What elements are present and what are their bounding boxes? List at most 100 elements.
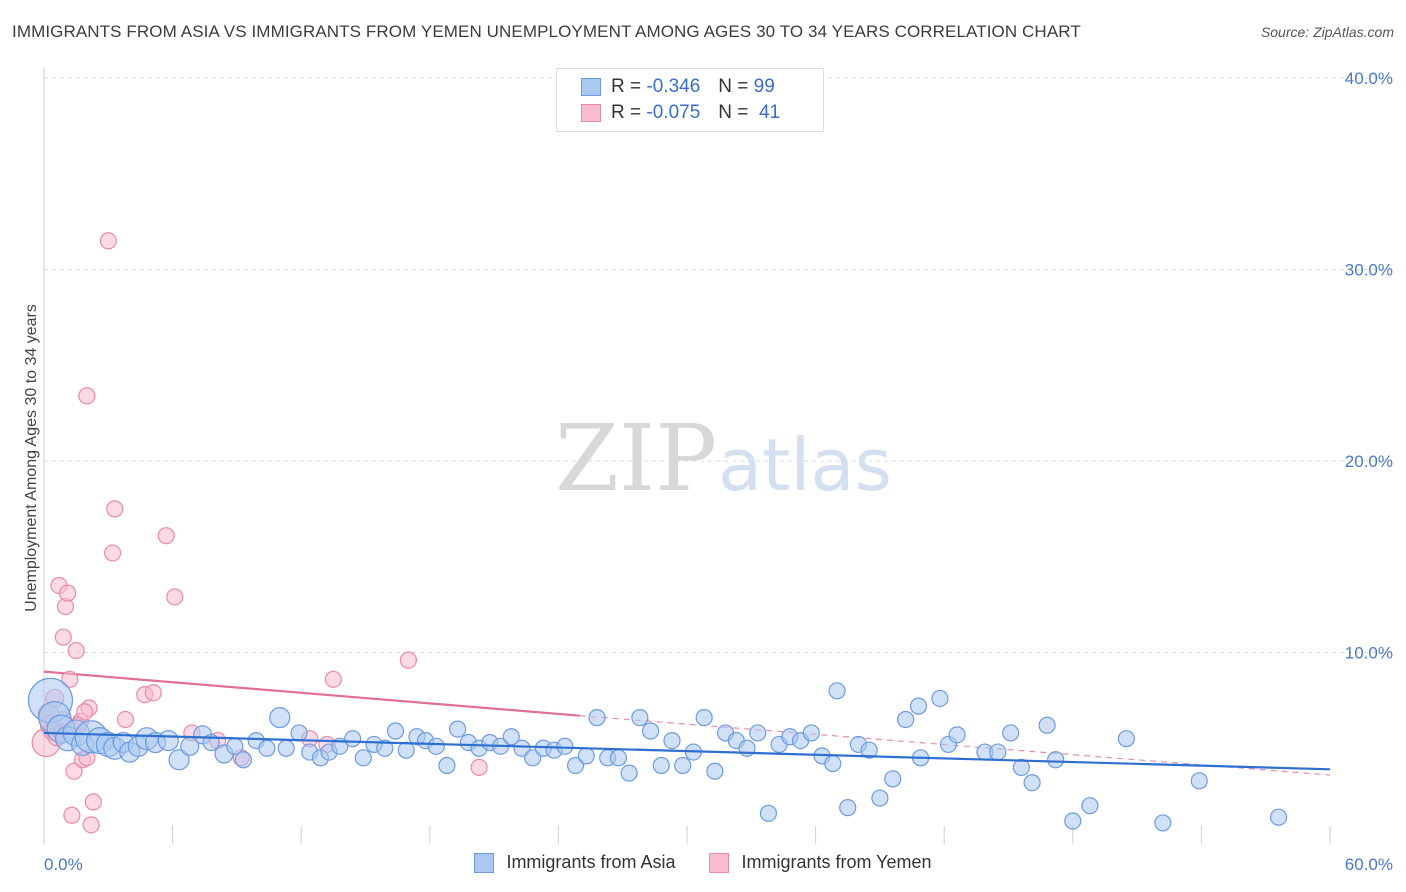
yemen-point (84, 793, 102, 811)
yemen-point (65, 762, 83, 780)
y-tick-label: 40.0% (1345, 69, 1393, 88)
watermark: ZIP atlas (555, 405, 892, 512)
y-axis-label: Unemployment Among Ages 30 to 34 years (23, 304, 40, 612)
legend-r-label: R = (611, 76, 642, 97)
asia-point (1190, 772, 1208, 790)
yemen-point (116, 710, 135, 729)
yemen-point (324, 670, 342, 688)
asia-point (449, 720, 467, 738)
asia-point (909, 697, 928, 715)
yemen-point (76, 703, 94, 721)
asia-point (376, 739, 394, 757)
legend-n-value: 99 (753, 76, 775, 97)
series-legend: Immigrants from Asia Immigrants from Yem… (0, 852, 1406, 873)
asia-point (1023, 774, 1041, 792)
asia-point (354, 749, 372, 767)
legend-n-label: N = (718, 76, 749, 97)
asia-trend-line (43, 731, 1331, 771)
y-tick-label: 30.0% (1345, 261, 1393, 280)
asia-point (1154, 814, 1172, 832)
legend-row-asia: R = -0.346 N = 99 (581, 75, 775, 99)
asia-point (344, 730, 362, 748)
asia-point (641, 722, 660, 740)
asia-point (438, 756, 456, 775)
asia-point (828, 682, 846, 700)
legend-row-yemen: R = -0.075 N = 41 (581, 101, 780, 125)
asia-point (631, 709, 649, 727)
asia-point (269, 707, 291, 729)
stats-legend: R = -0.346 N = 99 R = -0.075 N = 41 (556, 68, 824, 132)
asia-point (824, 754, 842, 773)
asia-point (397, 741, 415, 759)
yemen-point (82, 816, 100, 834)
legend-r-value: -0.075 (646, 102, 701, 123)
y-tick-label: 10.0% (1345, 644, 1393, 663)
grid-lines (44, 77, 1392, 653)
x-tick-label: 0.0% (44, 855, 83, 874)
tick-labels: 10.0% 20.0% 30.0% 40.0% 0.0% 60.0% (44, 69, 1393, 874)
asia-point (566, 756, 585, 775)
asia-point (749, 724, 767, 742)
legend-label-yemen: Immigrants from Yemen (741, 852, 932, 872)
yemen-point (103, 544, 122, 562)
asia-point (695, 709, 713, 727)
yemen-trend-line (43, 670, 580, 717)
asia-point (290, 724, 308, 742)
asia-point (674, 756, 692, 775)
asia-point (502, 728, 520, 746)
y-tick-label: 20.0% (1345, 452, 1393, 471)
asia-point (513, 739, 531, 757)
asia-point (802, 724, 820, 742)
legend-label-asia: Immigrants from Asia (506, 852, 676, 872)
yemen-point (399, 651, 417, 669)
x-tick-label: 60.0% (1345, 855, 1393, 874)
asia-point (234, 751, 252, 769)
asia-point (989, 743, 1007, 761)
legend-n-value: 41 (758, 102, 781, 123)
asia-point (1081, 797, 1099, 815)
asia-point (1038, 716, 1056, 734)
legend-swatch-asia (474, 852, 495, 873)
legend-item-yemen: Immigrants from Yemen (709, 852, 932, 873)
watermark-zip: ZIP (555, 405, 717, 512)
asia-point (1064, 812, 1082, 830)
asia-point (931, 689, 949, 708)
yemen-point (144, 684, 162, 702)
yemen-point (54, 628, 72, 646)
asia-point (948, 726, 966, 744)
asia-point (277, 739, 295, 757)
legend-swatch-asia (581, 78, 601, 96)
asia-point (860, 741, 878, 759)
asia-point (1012, 758, 1030, 777)
yemen-point (470, 758, 488, 777)
asia-point (897, 710, 915, 729)
asia-point (157, 729, 179, 752)
legend-r-label: R = (611, 102, 642, 123)
asia-point (386, 722, 405, 740)
asia-point (427, 737, 445, 755)
asia-point (556, 737, 574, 755)
chart-title: IMMIGRANTS FROM ASIA VS IMMIGRANTS FROM … (12, 22, 1081, 41)
asia-point (663, 731, 681, 750)
legend-n-label: N = (718, 102, 749, 123)
source-note: Source: ZipAtlas.com (1260, 24, 1394, 40)
legend-swatch-yemen (581, 104, 601, 122)
asia-point (577, 747, 595, 765)
legend-r-value: -0.346 (646, 76, 701, 97)
asia-point (168, 749, 190, 771)
asia-point (1002, 724, 1020, 742)
asia-point (652, 756, 670, 775)
asia-point (839, 799, 857, 817)
asia-point (524, 749, 542, 767)
series-asia (27, 677, 1331, 832)
asia-point (588, 709, 606, 727)
legend-item-asia: Immigrants from Asia (474, 852, 675, 873)
legend-swatch-yemen (709, 852, 730, 873)
asia-point (884, 770, 902, 788)
yemen-point (61, 670, 79, 688)
yemen-point (58, 584, 77, 602)
yemen-point (63, 806, 81, 824)
yemen-point (166, 588, 184, 606)
watermark-atlas: atlas (718, 423, 892, 507)
